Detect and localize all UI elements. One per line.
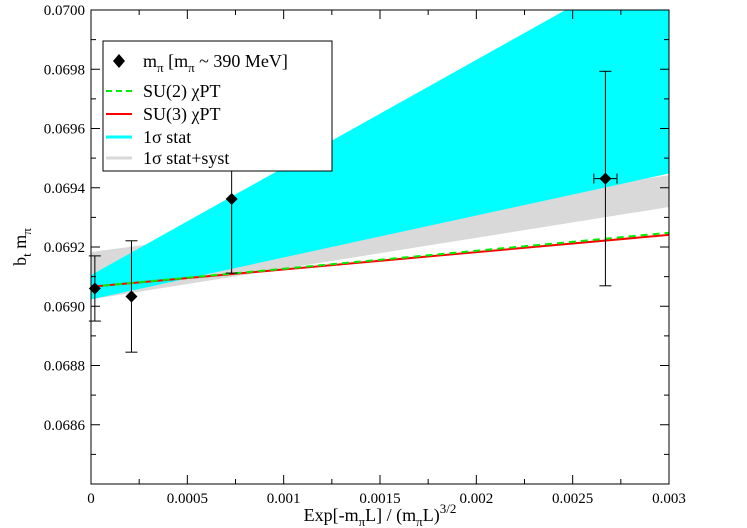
x-axis: 0 0.0005 0.001 0.0015 0.002 0.0025 0.003 [87,10,686,507]
legend-label-stat: 1σ stat [143,127,191,147]
y-tick-label: 0.0690 [44,299,85,315]
fit-lines [91,231,669,288]
legend-item-syst: 1σ stat+syst [106,148,229,168]
y-tick-label: 0.0694 [44,181,86,197]
diamond-marker [225,193,238,206]
legend: mπ [mπ ~ 390 MeV] SU(2) χPT SU(3) χPT 1σ… [102,40,333,172]
legend-label-mpi: mπ [mπ ~ 390 MeV] [143,51,288,75]
x-tick-label: 0.0025 [552,491,593,507]
x-tick-label: 0.0005 [167,491,208,507]
confidence-bands [91,10,669,300]
legend-item-stat: 1σ stat [106,127,191,147]
diamond-marker [599,172,612,185]
x-tick-label: 0 [87,491,95,507]
y-tick-label: 0.0696 [44,122,86,138]
y-tick-label: 0.0700 [44,3,85,19]
legend-item-su3: SU(3) χPT [106,104,221,125]
legend-label-su2: SU(2) χPT [143,81,221,102]
y-axis-label: bt mπ [10,228,34,266]
data-point [125,240,138,353]
x-tick-label: 0.002 [459,491,493,507]
legend-label-syst: 1σ stat+syst [143,148,229,168]
x-tick-label: 0.0015 [359,491,400,507]
diamond-marker [125,290,138,303]
legend-box [102,40,333,172]
y-tick-label: 0.0686 [44,418,86,434]
y-axis: 0.0686 0.0688 0.0690 0.0692 0.0694 0.0696 0.06… [44,3,669,455]
x-axis-label: Exp[-mπL] / (mπL)3/2 [304,501,457,528]
legend-item-su2: SU(2) χPT [106,81,221,102]
diamond-marker-icon [113,54,125,68]
x-tick-label: 0.001 [267,491,301,507]
legend-item-mpi: mπ [mπ ~ 390 MeV] [113,51,288,75]
y-tick-label: 0.0698 [44,62,85,78]
diamond-marker [88,282,101,295]
y-tick-label: 0.0692 [44,240,85,256]
y-tick-label: 0.0688 [44,359,85,375]
data-point [593,70,618,287]
x-tick-label: 0.003 [652,491,686,507]
su2-line [91,231,669,288]
legend-label-su3: SU(3) χPT [143,104,221,125]
stat-band [91,10,669,300]
stat-syst-band [91,175,669,300]
